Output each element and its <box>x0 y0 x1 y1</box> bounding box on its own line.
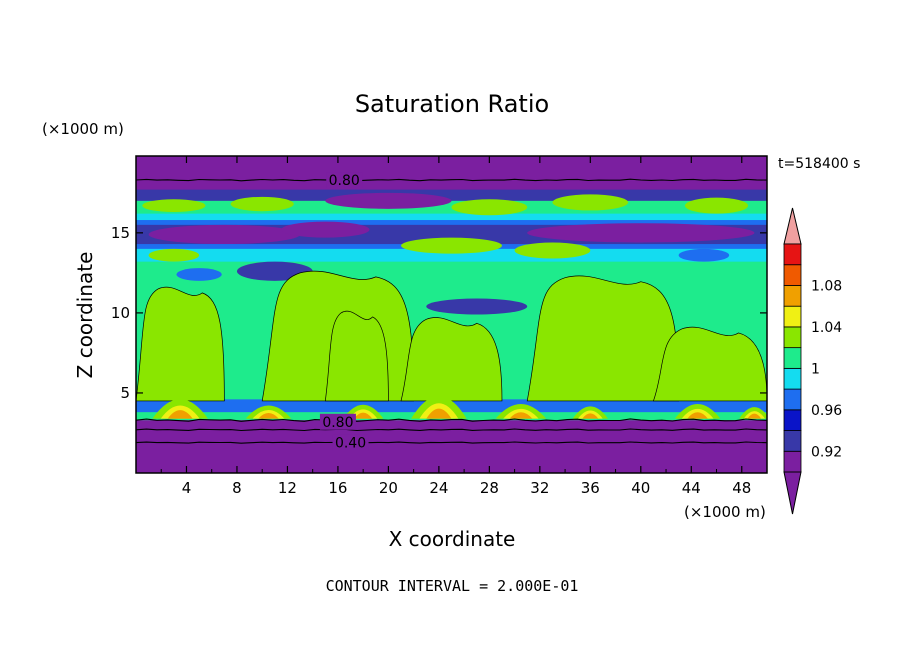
y-tick-label: 5 <box>120 384 130 402</box>
dry-core <box>325 192 452 209</box>
x-axis-title: X coordinate <box>389 527 516 551</box>
contour-line-0.60 <box>136 428 767 432</box>
y-tick-label: 15 <box>111 224 130 242</box>
dry-intrusion <box>678 248 730 262</box>
time-label: t=518400 s <box>778 156 860 172</box>
colorbar-over-triangle <box>783 207 802 245</box>
colorbar-segment <box>783 326 802 349</box>
convective-tower <box>400 317 503 402</box>
x-tick-label: 44 <box>682 479 701 497</box>
lower-dry-band <box>136 420 767 473</box>
x-tick-label: 40 <box>631 479 650 497</box>
x-axis: 4 8 12 16 20 24 28 32 36 40 44 48 <box>160 156 751 497</box>
chart-title: Saturation Ratio <box>355 90 549 118</box>
x-tick-label: 36 <box>581 479 600 497</box>
colorbar-segment <box>783 430 802 452</box>
saturation-field: 0.80 0.80 0.40 <box>136 156 767 473</box>
moist-patch <box>514 242 591 259</box>
moist-patch <box>230 196 294 212</box>
colorbar-segment <box>783 450 802 473</box>
colorbar-under-triangle <box>783 471 802 515</box>
contour-label: 0.80 <box>322 415 353 431</box>
colorbar-segment <box>783 264 802 286</box>
contour-line-0.80-top <box>136 178 767 182</box>
y-axis-title: Z coordinate <box>73 252 97 379</box>
colorbar-label: 0.96 <box>811 403 842 419</box>
moist-patch <box>142 199 206 213</box>
moist-patch <box>684 197 749 214</box>
moist-peak <box>747 413 762 419</box>
x-tick-label: 12 <box>278 479 297 497</box>
moist-peak <box>687 412 708 419</box>
moist-peak <box>258 412 279 419</box>
colorbar: 0.92 0.96 1 1.04 1.08 <box>783 207 842 515</box>
y-unit-label: (×1000 m) <box>42 120 124 138</box>
moist-patch <box>552 194 629 211</box>
moist-peak <box>354 412 373 419</box>
x-tick-label: 8 <box>232 479 242 497</box>
contour-label-bg <box>332 434 369 451</box>
colorbar-label: 1.04 <box>811 320 842 336</box>
contour-interval-note: CONTOUR INTERVAL = 2.000E-01 <box>326 577 579 595</box>
dry-core <box>148 224 301 245</box>
moist-patch <box>451 199 528 216</box>
moist-peak <box>509 412 533 419</box>
convective-tower <box>652 326 767 402</box>
moist-patch <box>401 237 502 254</box>
moist-peak <box>582 413 599 419</box>
contour-label-bg <box>326 172 363 189</box>
x-tick-label: 16 <box>328 479 347 497</box>
moist-patch <box>148 248 200 262</box>
contour-line-0.80-bottom <box>136 418 767 422</box>
colorbar-segment <box>783 388 802 411</box>
y-axis: 5 10 15 <box>111 224 767 402</box>
colorbar-segment <box>783 305 802 328</box>
x-unit-label: (×1000 m) <box>684 503 766 521</box>
convective-tower <box>324 310 389 402</box>
contour-line-0.40 <box>136 441 767 444</box>
y-tick-label: 10 <box>111 304 130 322</box>
x-tick-label: 32 <box>530 479 549 497</box>
convective-tower <box>136 286 225 402</box>
colorbar-label: 1 <box>811 361 820 377</box>
colorbar-segment <box>783 243 802 266</box>
dry-core <box>281 221 370 238</box>
dry-core <box>527 223 755 243</box>
colorbar-label: 0.92 <box>811 444 842 460</box>
upper-transition-band <box>136 189 767 201</box>
colorbar-segment <box>783 367 802 390</box>
dry-intrusion <box>176 268 222 281</box>
plot-frame <box>135 155 768 474</box>
colorbar-segment <box>783 347 802 369</box>
x-tick-label: 20 <box>379 479 398 497</box>
contour-label: 0.80 <box>329 173 360 189</box>
colorbar-segment <box>783 409 802 431</box>
x-tick-label: 4 <box>182 479 192 497</box>
x-tick-label: 28 <box>480 479 499 497</box>
upper-dry-band <box>136 156 767 192</box>
x-tick-label: 48 <box>732 479 751 497</box>
x-tick-label: 24 <box>429 479 448 497</box>
colorbar-segment <box>783 285 802 307</box>
contour-label: 0.40 <box>335 436 366 452</box>
moist-peak <box>167 410 193 419</box>
dry-intrusion <box>426 298 528 315</box>
moist-peak <box>426 408 452 419</box>
contour-label-bg <box>319 413 356 430</box>
convective-tower <box>526 275 680 402</box>
colorbar-label: 1.08 <box>811 278 842 294</box>
